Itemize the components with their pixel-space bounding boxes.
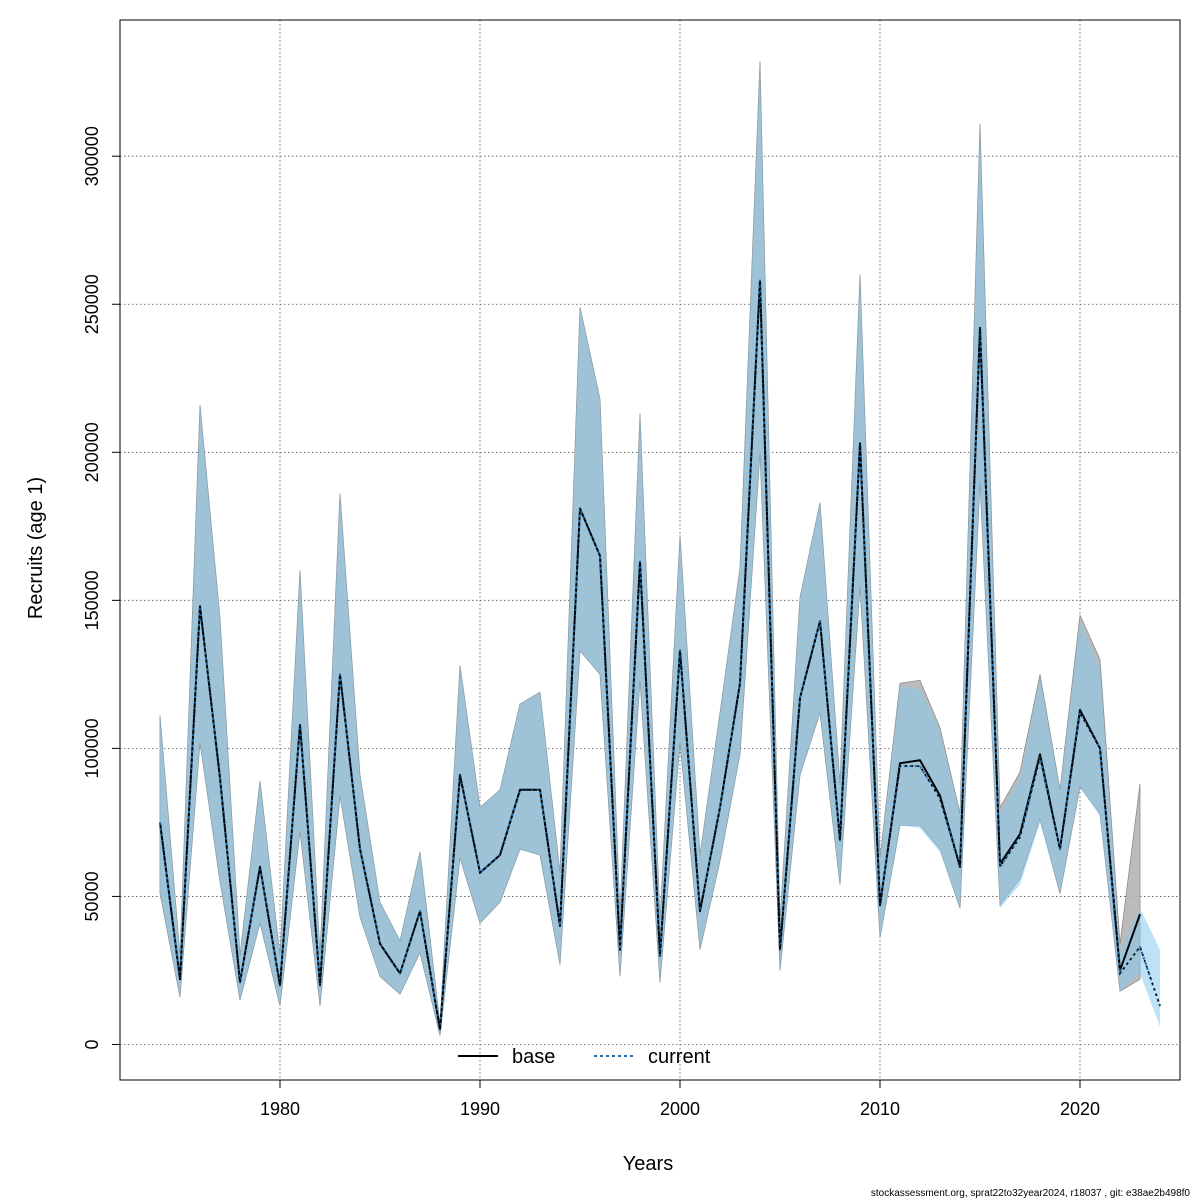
confidence-bands — [159, 61, 1160, 1036]
x-tick-label: 1990 — [460, 1099, 500, 1119]
y-tick-label: 300000 — [82, 126, 102, 186]
grid-lines — [120, 20, 1180, 1080]
x-tick-label: 1980 — [260, 1099, 300, 1119]
legend-label-base: base — [512, 1046, 555, 1068]
x-tick-label: 2000 — [660, 1099, 700, 1119]
y-axis-title: Recruits (age 1) — [25, 477, 47, 619]
legend-label-current: current — [648, 1046, 711, 1068]
footer-credit: stockassessment.org, sprat22to32year2024… — [871, 1188, 1191, 1199]
y-tick-label: 100000 — [82, 718, 102, 778]
y-tick-label: 200000 — [82, 422, 102, 482]
x-tick-label: 2020 — [1060, 1099, 1100, 1119]
plot-frame — [119, 19, 1181, 1081]
y-tick-label: 250000 — [82, 274, 102, 334]
x-axis-title: Years — [623, 1153, 673, 1175]
y-tick-label: 150000 — [82, 570, 102, 630]
x-tick-label: 2010 — [860, 1099, 900, 1119]
y-tick-label: 50000 — [82, 871, 102, 921]
axes: 1980 1990 2000 2010 2020 0 50000 100000 150000 20… — [82, 126, 1100, 1119]
series-lines — [159, 279, 1161, 1031]
y-tick-label: 0 — [82, 1039, 102, 1049]
legend: base current — [458, 1046, 711, 1068]
series-line-current — [159, 279, 1161, 1031]
confidence-band-current — [160, 61, 1160, 1036]
